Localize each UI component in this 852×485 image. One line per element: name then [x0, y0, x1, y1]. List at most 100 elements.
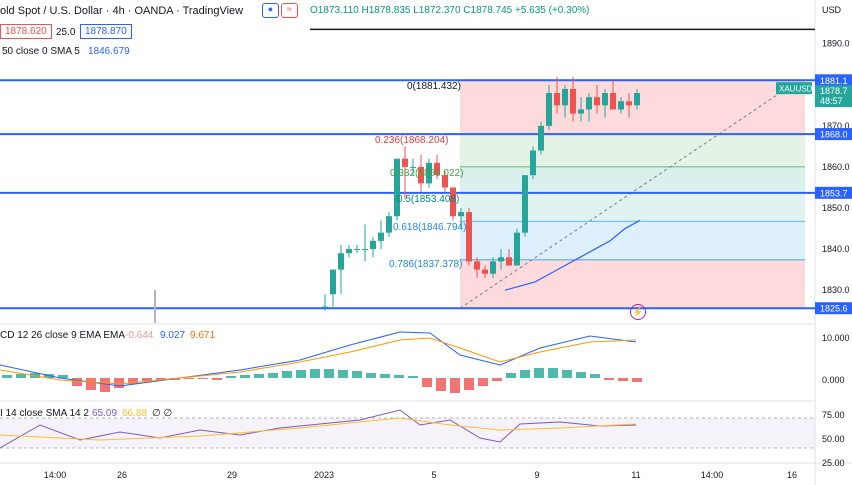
- macd-histogram-bar: [184, 378, 194, 379]
- candle-body: [378, 232, 384, 241]
- macd-histogram-bar: [86, 378, 96, 390]
- macd-histogram-bar: [506, 373, 516, 378]
- macd-histogram-bar: [534, 368, 544, 378]
- fib-trend-line: [459, 92, 781, 309]
- candle-body: [410, 166, 416, 168]
- candle-body: [402, 158, 408, 167]
- candle-body: [498, 257, 504, 262]
- time-tick-label: 9: [534, 470, 539, 480]
- price-tick-label: 1870.0: [822, 121, 850, 131]
- macd-hist-value: -0.644: [125, 330, 154, 341]
- macd-histogram-bar: [478, 378, 488, 386]
- macd-histogram-bar: [520, 370, 530, 378]
- candle-body: [426, 162, 432, 184]
- macd-histogram-bar: [268, 373, 278, 378]
- time-tick-label: 5: [431, 470, 436, 480]
- hline-price-tag: [815, 302, 852, 315]
- candle-body: [490, 261, 496, 274]
- candle-body: [458, 212, 464, 217]
- macd-signal-value: 9.671: [190, 330, 216, 341]
- rsi-band: [0, 418, 815, 448]
- hline-price-label: 1868.0: [820, 130, 848, 140]
- time-tick-label: 14:00: [701, 470, 724, 480]
- eye-icon[interactable]: ●: [262, 3, 279, 18]
- time-tick-label: 11: [631, 470, 640, 480]
- macd-histogram-bar: [282, 371, 292, 378]
- candle-body: [506, 257, 512, 266]
- candle-body: [466, 212, 472, 262]
- fib-zone: [460, 221, 805, 260]
- fib-zone: [460, 78, 805, 134]
- sma-value: 1846.679: [88, 46, 130, 57]
- fib-level-786: 0.786(1837.378): [389, 259, 463, 270]
- macd-histogram-bar: [380, 374, 390, 378]
- macd-signal-line: [0, 337, 637, 385]
- macd-histogram-bar: [632, 378, 642, 382]
- currency-label[interactable]: USD: [822, 5, 842, 15]
- price-tick-label: 1830.0: [822, 285, 850, 295]
- macd-value: 9.027: [160, 330, 186, 341]
- spread-value: 25.0: [56, 27, 76, 38]
- rsi-tick-label: 25.00: [822, 458, 845, 468]
- countdown-label: 48:57: [820, 96, 843, 106]
- candle-body: [338, 253, 344, 270]
- rsi-sma-value: 66.88: [122, 408, 148, 419]
- macd-histogram-bar: [310, 369, 320, 378]
- candle-body: [594, 97, 600, 106]
- alert-icon[interactable]: ≈: [281, 3, 298, 18]
- macd-histogram-bar: [590, 374, 600, 378]
- rsi-line: [0, 409, 637, 449]
- macd-histogram-bar: [58, 375, 68, 378]
- hline-price-label: 1825.6: [820, 304, 848, 314]
- macd-histogram-bar: [562, 370, 572, 378]
- candle-body: [602, 93, 608, 106]
- macd-histogram-bar: [408, 376, 418, 378]
- hline-price-label: 1881.1: [820, 76, 848, 86]
- candle-body: [322, 306, 328, 308]
- fib-zone: [460, 194, 805, 222]
- candle-body: [450, 187, 456, 217]
- candle-body: [522, 175, 528, 233]
- candle-body: [330, 269, 336, 295]
- macd-histogram-bar: [576, 372, 586, 378]
- macd-histogram-bar: [226, 376, 236, 378]
- macd-histogram-bar: [422, 378, 432, 387]
- ask-price[interactable]: 1878.870: [80, 24, 132, 39]
- lightning-icon[interactable]: ⚡: [630, 304, 646, 320]
- candle-body: [482, 269, 488, 274]
- fib-level-5: 0.5(1853.408): [397, 194, 460, 205]
- macd-histogram-bar: [604, 378, 614, 380]
- candle-body: [546, 93, 552, 126]
- candle-body: [562, 88, 568, 106]
- candle-body: [418, 166, 424, 184]
- macd-histogram-bar: [338, 370, 348, 378]
- time-tick-label: 26: [117, 470, 127, 480]
- candle-body: [386, 216, 392, 233]
- macd-histogram-bar: [156, 378, 166, 380]
- bid-price[interactable]: 1878.620: [0, 24, 52, 39]
- candle-body: [530, 150, 536, 176]
- candle-body: [346, 249, 352, 254]
- candle-body: [554, 93, 560, 106]
- rsi-value: 65.09: [92, 408, 118, 419]
- macd-histogram-bar: [2, 375, 12, 378]
- macd-histogram-bar: [366, 373, 376, 378]
- candle-body: [442, 175, 448, 188]
- macd-histogram-bar: [492, 378, 502, 381]
- macd-histogram-bar: [254, 374, 264, 378]
- macd-line: [0, 331, 637, 387]
- macd-histogram-bar: [394, 375, 404, 378]
- ohlc-values: O1873.110 H1878.835 L1872.370 C1878.745 …: [310, 5, 590, 16]
- macd-histogram-bar: [618, 378, 628, 381]
- macd-tick-label: 10.000: [822, 333, 850, 343]
- fib-level-0: 0(1881.432): [407, 81, 461, 92]
- rsi-sma-line: [0, 417, 637, 441]
- fib-level-382: 0.382(1860.022): [390, 168, 464, 179]
- macd-histogram-bar: [352, 371, 362, 378]
- time-tick-label: 14:00: [44, 470, 67, 480]
- macd-histogram-bar: [436, 378, 446, 391]
- macd-histogram-bar: [72, 378, 82, 386]
- last-price-label: 1878.7: [820, 86, 848, 96]
